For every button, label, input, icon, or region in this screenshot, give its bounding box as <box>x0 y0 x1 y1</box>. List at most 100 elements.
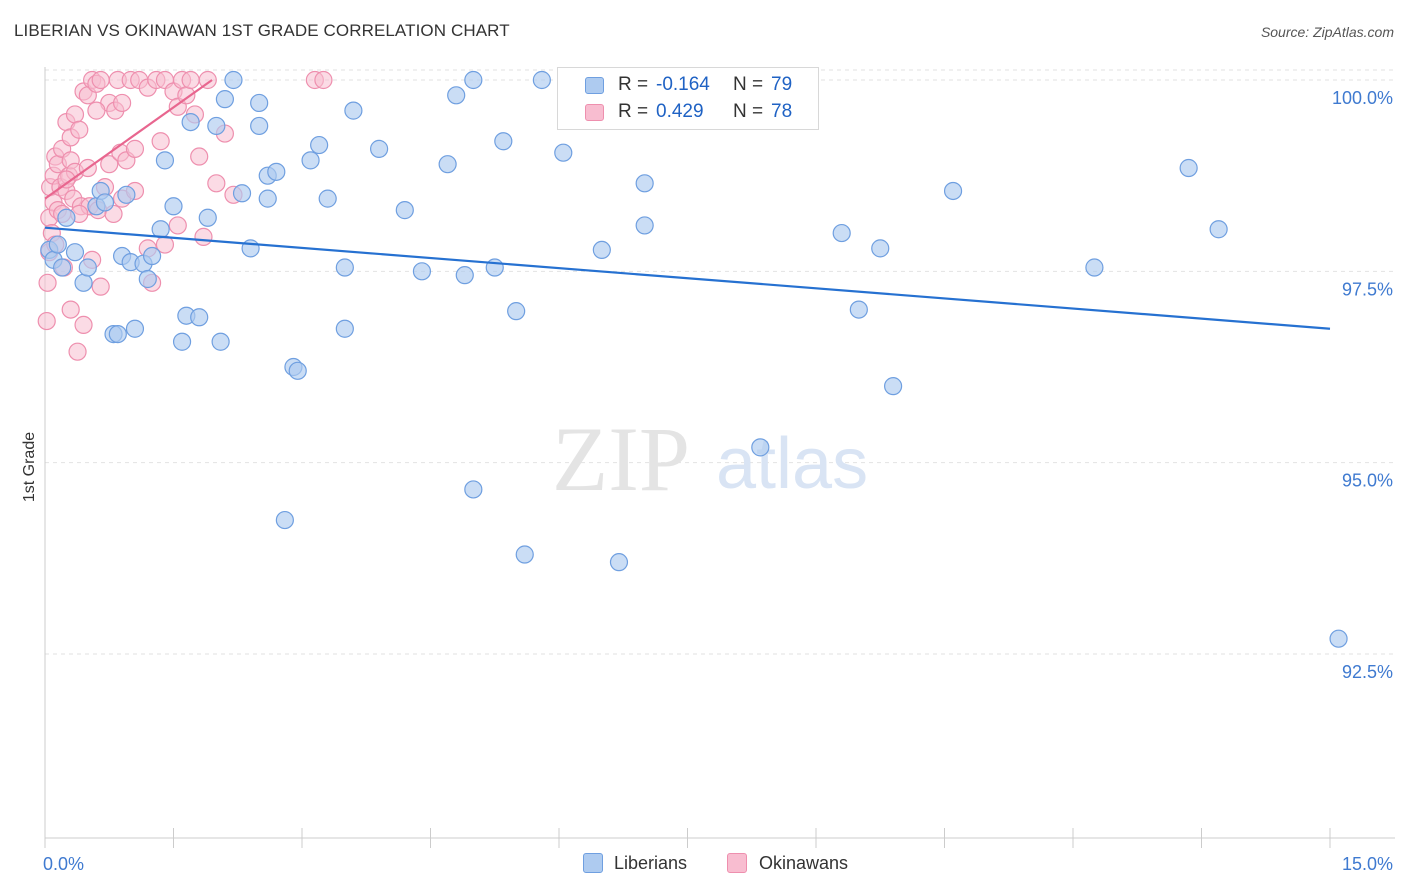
stats-legend: R = -0.164 N = 79 R = 0.429 N = 78 <box>557 67 819 130</box>
okinawans-point <box>68 342 87 361</box>
liberians-point <box>172 332 192 351</box>
legend-label-okinawans: Okinawans <box>759 853 849 873</box>
okinawans-point <box>65 105 85 124</box>
liberians-point <box>344 101 363 120</box>
liberians-point <box>310 135 329 155</box>
liberians-point <box>181 112 200 132</box>
liberians-point <box>108 324 127 344</box>
liberians-point <box>78 258 97 277</box>
liberians-point <box>447 86 466 105</box>
x-tick-label: 15.0% <box>1342 854 1393 874</box>
okinawans-point <box>91 70 110 90</box>
y-tick-label: 100.0% <box>1332 88 1393 108</box>
n-label: N = <box>733 101 764 122</box>
liberians-point <box>635 174 654 193</box>
source-credit: Source: ZipAtlas.com <box>1260 24 1394 40</box>
r-label: R = <box>618 101 649 122</box>
liberians-point <box>494 132 513 151</box>
r-label: R = <box>618 74 649 95</box>
liberians-point <box>1179 158 1198 178</box>
okinawans-point <box>198 70 217 90</box>
liberians-point <box>198 208 217 227</box>
liberians-point <box>258 189 277 208</box>
legend-swatch-liberians <box>583 853 603 873</box>
x-tick-label: 0.0% <box>43 854 84 874</box>
y-tick-label: 97.5% <box>1342 279 1393 299</box>
liberians-point <box>65 243 85 262</box>
legend-swatch-okinawans <box>727 853 747 873</box>
liberians-point <box>318 189 337 208</box>
watermark: ZIP atlas <box>552 408 868 510</box>
liberians-point <box>211 332 230 351</box>
liberians-point <box>250 93 269 113</box>
liberians-point <box>532 70 551 90</box>
okinawans-point <box>151 132 170 151</box>
liberians-point <box>142 246 162 266</box>
liberians-point <box>138 269 157 289</box>
liberians-point <box>224 70 243 90</box>
liberians-point <box>267 162 286 181</box>
liberians-point <box>635 216 654 235</box>
okinawans-point <box>61 300 80 319</box>
okinawans-swatch <box>585 104 604 121</box>
y-tick-label: 92.5% <box>1342 662 1393 682</box>
watermark-atlas: atlas <box>716 424 868 504</box>
liberians-point <box>464 70 483 90</box>
liberians-point <box>335 258 354 277</box>
okinawans-point <box>91 277 110 296</box>
series-legend: Liberians Okinawans <box>0 852 1406 876</box>
stats-row-okinawans: R = 0.429 N = 78 <box>558 100 820 126</box>
trend-lines <box>44 79 1331 330</box>
okinawans-point <box>314 70 333 90</box>
tick-labels: 92.5% 95.0% 97.5% 100.0% 0.0% 15.0% <box>43 88 1393 874</box>
liberians-point <box>155 151 175 170</box>
grid-lines <box>45 69 1395 655</box>
okinawans-point <box>74 315 93 335</box>
liberians-point <box>370 139 389 158</box>
okinawans-point <box>168 216 187 235</box>
okinawans-point <box>207 174 226 193</box>
liberians-point <box>464 480 483 499</box>
okinawans-point <box>38 273 57 292</box>
okinawans-point <box>194 227 213 246</box>
liberians-point <box>871 239 890 258</box>
okinawans-point <box>100 155 119 174</box>
liberians-point <box>190 308 209 327</box>
okinawans-point <box>87 101 106 120</box>
liberians-swatch <box>585 77 604 94</box>
liberians-point <box>1329 629 1348 648</box>
liberians-trend-line <box>44 226 1331 330</box>
liberians-point <box>1085 258 1104 277</box>
liberians-point <box>164 197 183 216</box>
liberians-point <box>125 319 145 338</box>
liberians-point <box>883 377 903 396</box>
liberians-point <box>232 184 252 203</box>
liberians-point <box>301 151 320 170</box>
liberians-point <box>515 545 534 564</box>
okinawans-point <box>112 93 132 113</box>
liberians-point <box>215 90 234 109</box>
liberians-point <box>438 155 457 174</box>
n-value: 79 <box>771 74 793 95</box>
r-value: -0.164 <box>656 74 710 95</box>
liberians-point <box>1209 220 1228 239</box>
liberians-point <box>207 116 226 136</box>
liberians-point <box>250 116 269 136</box>
chart-title: LIBERIAN VS OKINAWAN 1ST GRADE CORRELATI… <box>14 21 510 40</box>
liberians-point <box>455 266 474 285</box>
liberians-point <box>275 510 294 530</box>
y-axis-label: 1st Grade <box>21 432 38 502</box>
liberians-point <box>412 262 432 281</box>
okinawans-point <box>70 120 89 139</box>
r-value: 0.429 <box>656 101 704 122</box>
okinawans-point <box>181 70 200 90</box>
okinawans-point <box>190 147 209 166</box>
liberians-point <box>48 235 67 254</box>
liberians-point <box>335 319 354 338</box>
liberians-point <box>57 208 76 227</box>
okinawans-point <box>37 311 56 331</box>
liberians-point <box>751 438 770 457</box>
liberians-point <box>151 220 170 239</box>
liberians-point <box>117 185 136 204</box>
